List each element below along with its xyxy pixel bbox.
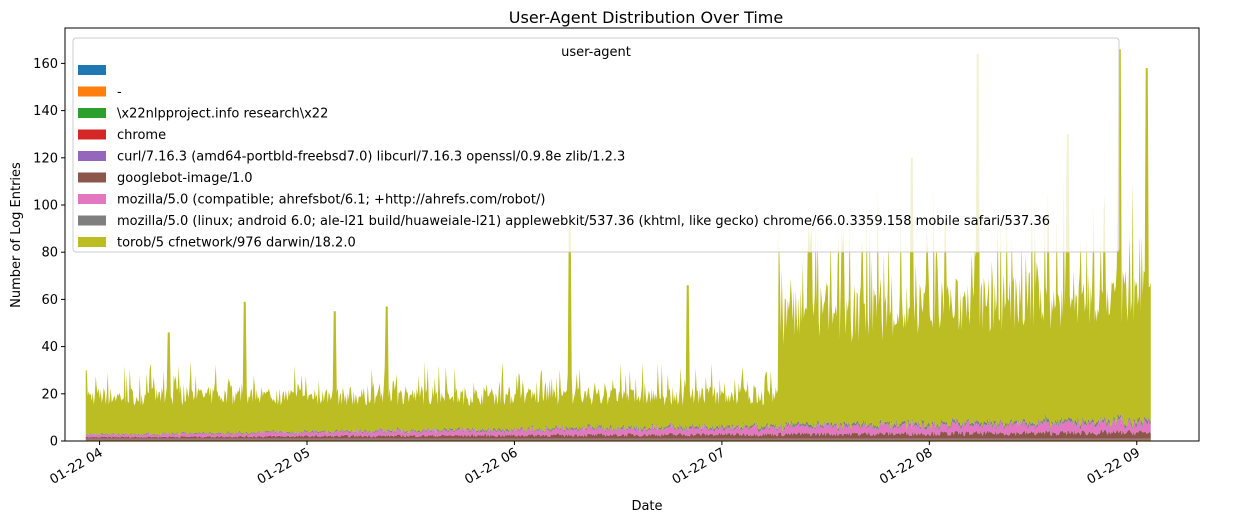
legend-swatch <box>78 194 106 204</box>
legend-swatch <box>78 215 106 226</box>
legend: user-agent - \x22nlpproject.info research… <box>72 37 1120 253</box>
legend-label: mozilla/5.0 (compatible; ahrefsbot/6.1; … <box>117 193 545 208</box>
y-tick-label: 0 <box>50 435 58 450</box>
legend-label: torob/5 cfnetwork/976 darwin/18.2.0 <box>117 236 356 251</box>
legend-label: mozilla/5.0 (linux; android 6.0; ale-l21… <box>117 214 1050 229</box>
plot-frame <box>64 27 1200 442</box>
legend-label: curl/7.16.3 (amd64-portbld-freebsd7.0) l… <box>117 150 625 165</box>
area-series-8 <box>85 49 1151 436</box>
legend-swatch <box>78 237 106 247</box>
y-tick-label: 80 <box>41 246 58 261</box>
chart-title: User-Agent Distribution Over Time <box>509 8 783 27</box>
x-tick-label: 01-22 07 <box>670 445 728 487</box>
legend-swatch <box>78 86 106 97</box>
x-tick-label: 01-22 06 <box>462 445 520 487</box>
x-tick-label: 01-22 05 <box>255 445 313 487</box>
area-series-5 <box>85 429 1151 439</box>
legend-label: googlebot-image/1.0 <box>117 171 253 186</box>
x-tick-label: 01-22 09 <box>1085 445 1143 487</box>
y-axis-title: Number of Log Entries <box>9 162 24 308</box>
y-tick-label: 140 <box>33 104 58 119</box>
legend-box <box>72 37 1120 253</box>
x-tick-label: 01-22 04 <box>47 445 105 487</box>
y-tick-label: 60 <box>41 293 58 308</box>
area-series-3 <box>85 439 1151 440</box>
y-axis: 0 20 40 60 80 100 120 140 160 <box>33 57 65 450</box>
x-axis-title: Date <box>631 499 662 514</box>
y-tick-label: 40 <box>41 340 58 355</box>
y-tick-label: 20 <box>41 387 58 402</box>
x-tick-label: 01-22 08 <box>877 445 935 487</box>
y-tick-label: 120 <box>33 151 58 166</box>
legend-swatch <box>78 129 106 140</box>
legend-swatch <box>78 65 106 75</box>
legend-swatch <box>78 172 106 183</box>
legend-title: user-agent <box>561 45 631 60</box>
area-series-6 <box>85 416 1151 438</box>
legend-label: chrome <box>117 128 166 143</box>
area-series-2 <box>85 439 1151 441</box>
legend-swatch <box>78 151 106 161</box>
legend-label: - <box>117 85 122 100</box>
legend-label: \x22nlpproject.info research\x22 <box>117 107 328 122</box>
y-tick-label: 100 <box>33 199 58 214</box>
area-series-layer <box>85 49 1151 441</box>
y-tick-label: 160 <box>33 57 58 72</box>
legend-swatch <box>78 108 106 118</box>
x-axis: 01-22 04 01-22 05 01-22 06 01-22 07 01-22 08… <box>47 441 1143 488</box>
area-series-7 <box>85 412 1151 437</box>
area-series-4 <box>85 438 1151 440</box>
